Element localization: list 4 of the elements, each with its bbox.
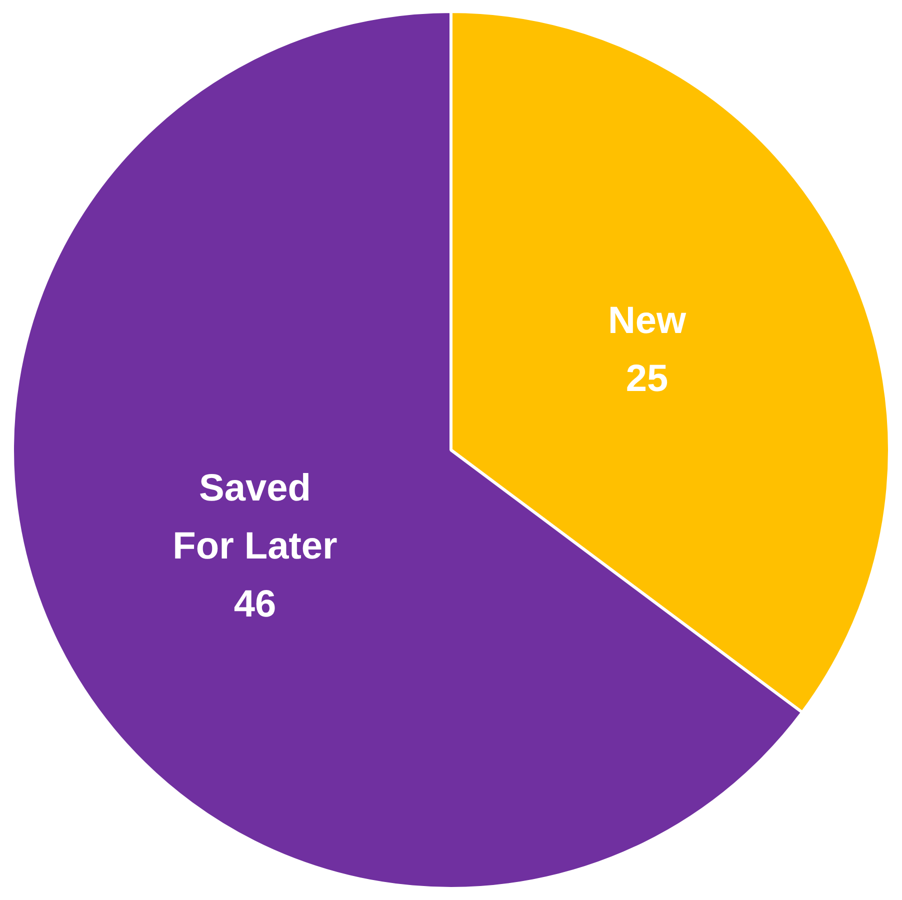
data-label: 25 [626, 358, 668, 400]
slice-label: New [608, 300, 687, 342]
data-label: 46 [234, 584, 276, 626]
slice-label: Saved For Later [172, 468, 338, 568]
